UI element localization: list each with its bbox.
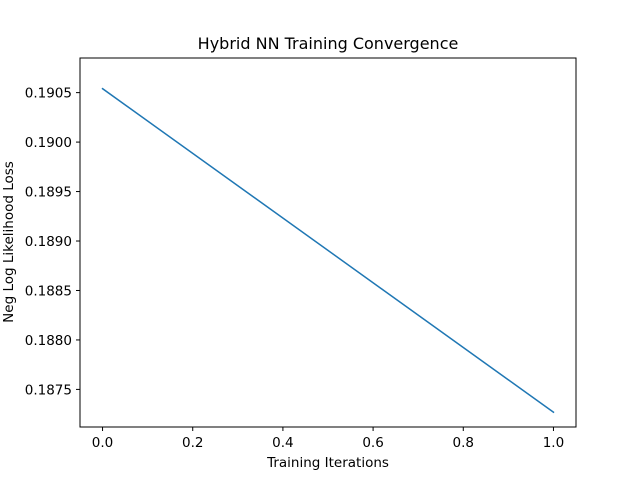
y-tick-label: 0.1880	[25, 333, 72, 349]
y-tick-label: 0.1905	[25, 86, 72, 102]
x-tick-label: 0.4	[272, 435, 293, 451]
x-tick-label: 0.6	[362, 435, 383, 451]
x-axis-ticks: 0.0 0.2 0.4 0.6 0.8 1.0	[92, 427, 564, 451]
y-tick-label: 0.1895	[25, 185, 72, 201]
loss-series-line	[101, 87, 555, 414]
chart-title: Hybrid NN Training Convergence	[198, 34, 459, 53]
y-tick-label: 0.1885	[25, 283, 72, 299]
x-tick-label: 0.0	[92, 435, 113, 451]
plot-area: 0.0 0.2 0.4 0.6 0.8 1.0 0.18750.18800.18850.1…	[25, 57, 577, 451]
y-axis-label: Neg Log Likelihood Loss	[1, 161, 17, 323]
x-tick-label: 0.8	[453, 435, 474, 451]
y-tick-label: 0.1890	[25, 234, 72, 250]
y-axis-ticks: 0.1875 0.1880 0.1885 0.1890 0.1895 0.1900 0.19…	[25, 86, 80, 398]
plot-frame	[79, 57, 577, 428]
y-tick-label: 0.1875	[25, 382, 72, 398]
series-layer	[101, 87, 555, 414]
x-tick-label: 0.2	[182, 435, 203, 451]
y-tick-label: 0.1900	[25, 135, 72, 151]
x-tick-label: 1.0	[543, 435, 564, 451]
x-axis-label: Training Iterations	[266, 455, 389, 471]
